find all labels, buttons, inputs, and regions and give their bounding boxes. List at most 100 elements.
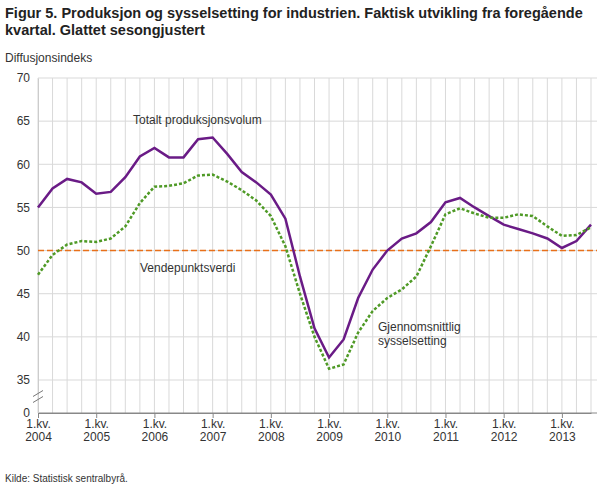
y-tick: 70 xyxy=(17,71,38,85)
y-tick-label: 65 xyxy=(17,114,31,128)
x-grid-line xyxy=(576,78,577,413)
x-grid-line xyxy=(547,78,548,413)
x-major-tick xyxy=(504,413,505,418)
x-grid-line xyxy=(445,78,446,413)
y-tick-label: 35 xyxy=(17,373,31,387)
y-tick: 55 xyxy=(17,201,38,215)
x-tick-label: 1.kv.2006 xyxy=(142,417,169,445)
x-grid-line xyxy=(503,78,504,413)
source: Kilde: Statistisk sentralbyrå. xyxy=(5,473,128,484)
x-tick: 1.kv.2006 xyxy=(142,413,169,444)
x-grid-line xyxy=(96,78,97,413)
chart: Figur 5. Produksjon og sysselsetting for… xyxy=(0,0,610,488)
y-axis: 03540455055606570 xyxy=(17,71,39,420)
x-tick: 1.kv.2011 xyxy=(433,413,459,444)
reference-line xyxy=(38,250,597,252)
axis-break-mark xyxy=(33,397,43,403)
series-line xyxy=(38,175,591,369)
y-grid-line xyxy=(38,293,597,294)
axis-break xyxy=(33,391,43,403)
x-grid-line xyxy=(256,78,257,413)
x-grid-line xyxy=(139,78,140,413)
x-tick-label: 1.kv.2012 xyxy=(491,417,518,445)
x-axis: 1.kv.2004 1.kv.2005 1.kv.2006 1.kv.2007 1.kv… xyxy=(25,413,591,444)
y-tick: 50 xyxy=(17,244,38,258)
x-grid-line xyxy=(154,78,155,413)
x-grid-line xyxy=(52,78,53,413)
x-grid-line xyxy=(372,78,373,413)
x-grid-line xyxy=(227,78,228,413)
x-grid-line xyxy=(387,78,388,413)
x-major-tick xyxy=(329,413,330,418)
y-tick-label: 55 xyxy=(17,201,31,215)
y-tick: 40 xyxy=(17,330,38,344)
y-grid-line xyxy=(38,121,597,122)
x-tick: 1.kv.2013 xyxy=(549,413,576,444)
x-tick-label: 1.kv.2005 xyxy=(83,417,110,445)
y-grid-line xyxy=(38,207,597,208)
x-grid-line xyxy=(358,78,359,413)
x-tick: 1.kv.2008 xyxy=(258,413,285,444)
y-tick: 60 xyxy=(17,158,38,172)
x-grid-line xyxy=(241,78,242,413)
y-tick: 65 xyxy=(17,114,38,128)
y-tick-label: 50 xyxy=(17,244,31,258)
x-major-tick xyxy=(154,413,155,418)
y-tick-label: 40 xyxy=(17,330,31,344)
x-grid-line xyxy=(518,78,519,413)
series-label: Totalt produksjonsvolum xyxy=(133,113,262,127)
x-grid-line xyxy=(299,78,300,413)
x-tick-label: 1.kv.2004 xyxy=(25,417,52,445)
x-grid-line xyxy=(168,78,169,413)
x-grid-line xyxy=(183,78,184,413)
y-tick-label: 45 xyxy=(17,287,31,301)
x-grid-line xyxy=(81,78,82,413)
axis-break-mark xyxy=(33,391,43,397)
x-grid-line xyxy=(270,78,271,413)
x-grid-line xyxy=(489,78,490,413)
x-tick: 1.kv.2007 xyxy=(200,413,227,444)
x-major-tick xyxy=(445,413,446,418)
y-grid-line xyxy=(38,164,597,165)
x-tick-label: 1.kv.2013 xyxy=(549,417,576,445)
x-tick-label: 1.kv.2009 xyxy=(316,417,343,445)
x-major-tick xyxy=(271,413,272,418)
x-grid xyxy=(38,78,591,413)
x-major-tick xyxy=(38,413,39,418)
title: Figur 5. Produksjon og sysselsetting for… xyxy=(5,5,583,38)
y-axis-line xyxy=(38,79,39,414)
x-grid-line xyxy=(38,78,39,413)
x-grid-line xyxy=(460,78,461,413)
x-grid-line xyxy=(110,78,111,413)
y-tick: 45 xyxy=(17,287,38,301)
x-axis-line xyxy=(39,413,592,414)
x-grid-line xyxy=(532,78,533,413)
y-grid-line xyxy=(38,250,597,251)
x-grid-line xyxy=(212,78,213,413)
x-grid-line xyxy=(329,78,330,413)
series-line xyxy=(38,138,591,358)
y-tick-label: 70 xyxy=(17,71,31,85)
x-major-tick xyxy=(213,413,214,418)
x-tick-label: 1.kv.2010 xyxy=(374,417,401,445)
x-grid-line xyxy=(474,78,475,413)
x-tick: 1.kv.2005 xyxy=(83,413,110,444)
x-grid-line xyxy=(314,78,315,413)
x-major-tick xyxy=(562,413,563,418)
x-major-tick xyxy=(387,413,388,418)
x-grid-line xyxy=(561,78,562,413)
x-grid-line xyxy=(343,78,344,413)
y-grid xyxy=(38,78,597,413)
x-major-tick xyxy=(96,413,97,418)
y-tick-label: 60 xyxy=(17,158,31,172)
x-grid-line xyxy=(401,78,402,413)
reference-label: Vendepunktsverdi xyxy=(140,261,235,275)
y-grid-line xyxy=(38,78,597,79)
x-tick-label: 1.kv.2007 xyxy=(200,417,227,445)
x-tick: 1.kv.2009 xyxy=(316,413,343,444)
x-grid-line xyxy=(198,78,199,413)
x-grid-line xyxy=(416,78,417,413)
y-tick: 35 xyxy=(17,373,38,387)
y-grid-line xyxy=(38,380,597,381)
x-grid-line xyxy=(591,78,592,413)
